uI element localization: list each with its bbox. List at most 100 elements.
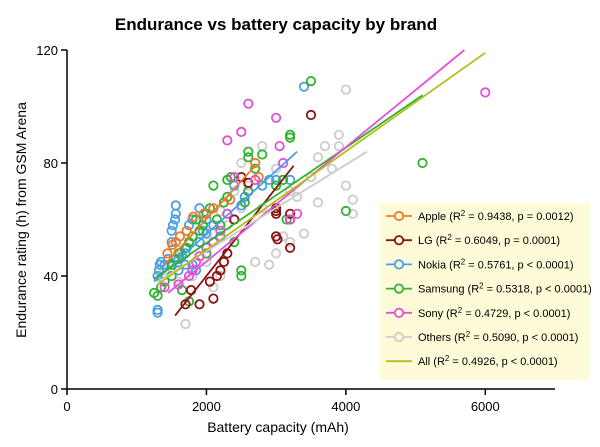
data-point-nokia	[284, 174, 296, 185]
data-point-others	[159, 265, 170, 276]
data-point-samsung	[190, 214, 202, 225]
data-point-samsung	[250, 163, 261, 174]
x-tick-label: 4000	[331, 399, 360, 414]
data-point-others	[270, 163, 282, 174]
data-point-others	[305, 172, 317, 183]
data-point-samsung	[243, 152, 254, 163]
legend-label-sony: Sony (R2 = 0.4729, p < 0.0001)	[418, 305, 570, 320]
data-point-nokia	[166, 225, 177, 236]
data-point-nokia	[298, 81, 310, 92]
data-point-nokia	[167, 220, 179, 231]
legend-swatch-marker	[393, 210, 405, 222]
data-point-nokia	[180, 259, 191, 270]
data-point-samsung	[225, 172, 236, 183]
x-axis-label: Battery capacity (mAh)	[207, 419, 349, 435]
data-point-sony	[250, 174, 261, 185]
data-point-others	[333, 141, 344, 152]
fit-lines	[153, 49, 486, 317]
data-point-sony	[270, 112, 282, 123]
fit-line-lg	[174, 165, 295, 317]
axes: 0 40 80 120 0 2000 4000 6000	[36, 43, 555, 414]
data-point-sony	[222, 135, 233, 146]
data-point-sony	[284, 214, 296, 225]
fit-line-apple	[163, 165, 256, 266]
data-point-others	[180, 318, 191, 330]
data-point-nokia	[152, 270, 163, 282]
legend-label-apple: Apple (R2 = 0.9438, p = 0.0012)	[418, 209, 574, 224]
data-point-lg	[180, 299, 191, 310]
data-point-others	[277, 231, 289, 242]
data-point-apple	[198, 208, 209, 219]
data-point-others	[298, 228, 310, 239]
data-point-nokia	[170, 208, 181, 219]
data-point-samsung	[236, 270, 247, 282]
data-point-samsung	[340, 205, 351, 217]
data-point-lg	[218, 256, 229, 267]
data-point-others	[236, 157, 247, 169]
data-point-lg	[284, 242, 296, 253]
data-point-lg	[204, 276, 215, 287]
data-point-samsung	[305, 76, 317, 87]
y-axis-label: Endurance rating (h) from GSM Arena	[13, 102, 29, 338]
data-point-apple	[162, 248, 173, 259]
chart-title: Endurance vs battery capacity by brand	[115, 15, 437, 34]
fit-line-samsung	[153, 94, 424, 280]
data-point-sony	[173, 279, 184, 290]
data-point-nokia	[194, 237, 205, 248]
data-point-samsung	[284, 129, 296, 140]
data-point-samsung	[257, 149, 268, 160]
x-tick-label: 2000	[192, 399, 221, 414]
fit-line-nokia	[153, 151, 298, 283]
data-point-samsung	[277, 174, 289, 185]
legend-label-nokia: Nokia (R2 = 0.5761, p < 0.0001)	[418, 257, 574, 272]
legend-swatch-marker	[393, 235, 405, 246]
legend-label-others: Others (R2 = 0.5090, p < 0.0001)	[418, 330, 578, 345]
legend-box	[380, 203, 590, 380]
legend-label-all: All (R2 = 0.4926, p < 0.0001)	[418, 354, 558, 369]
data-point-samsung	[417, 157, 428, 169]
data-point-sony	[229, 172, 240, 183]
legend: Apple (R2 = 0.9438, p = 0.0012) LG (R2 = …	[380, 203, 592, 380]
data-point-others	[340, 180, 351, 191]
data-point-others	[264, 259, 275, 270]
data-point-others	[250, 256, 261, 267]
data-point-samsung	[204, 203, 215, 214]
data-point-apple	[188, 211, 199, 222]
data-point-sony	[277, 157, 289, 169]
data-point-apple	[181, 225, 192, 236]
data-point-nokia	[152, 304, 163, 315]
data-point-others	[229, 186, 240, 197]
data-point-others	[270, 248, 282, 259]
y-tick-label: 0	[51, 382, 58, 397]
data-point-sony	[222, 208, 233, 219]
data-point-others	[312, 197, 324, 208]
data-point-others	[284, 186, 296, 197]
data-point-others	[333, 129, 344, 140]
data-point-apple	[250, 157, 261, 169]
legend-swatch-marker	[393, 331, 405, 343]
data-point-lg	[194, 299, 205, 310]
data-point-samsung	[222, 191, 233, 202]
data-point-nokia	[170, 200, 181, 211]
legend-label-samsung: Samsung (R2 = 0.5318, p < 0.0001)	[418, 281, 592, 296]
data-point-samsung	[152, 290, 163, 301]
y-tick-label: 120	[36, 43, 58, 58]
data-point-nokia	[257, 180, 268, 191]
data-point-samsung	[243, 146, 254, 157]
data-point-sony	[274, 141, 285, 152]
data-point-samsung	[208, 180, 219, 191]
data-point-sony	[243, 98, 254, 109]
data-points	[149, 76, 491, 330]
data-point-apple	[174, 231, 185, 242]
data-point-nokia	[270, 174, 282, 185]
legend-label-lg: LG (R2 = 0.6049, p = 0.0001)	[418, 233, 560, 248]
data-point-nokia	[170, 214, 181, 225]
y-tick-label: 40	[44, 269, 58, 284]
y-tick-label: 80	[44, 156, 58, 171]
legend-swatch-marker	[393, 283, 405, 294]
data-point-sony	[159, 282, 170, 293]
data-point-samsung	[187, 231, 198, 242]
data-point-lg	[208, 293, 219, 304]
